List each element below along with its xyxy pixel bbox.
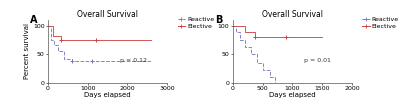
- X-axis label: Days elapsed: Days elapsed: [269, 92, 316, 98]
- Title: Overall Survival: Overall Survival: [262, 10, 323, 19]
- X-axis label: Days elapsed: Days elapsed: [84, 92, 131, 98]
- Text: B: B: [215, 15, 222, 25]
- Legend: Reactive, Elective: Reactive, Elective: [362, 17, 399, 29]
- Text: p = 0.12: p = 0.12: [120, 58, 146, 63]
- Text: p = 0.01: p = 0.01: [304, 58, 331, 63]
- Legend: Reactive, Elective: Reactive, Elective: [178, 17, 214, 29]
- Title: Overall Survival: Overall Survival: [77, 10, 138, 19]
- Text: A: A: [30, 15, 38, 25]
- Y-axis label: Percent survival: Percent survival: [24, 23, 30, 79]
